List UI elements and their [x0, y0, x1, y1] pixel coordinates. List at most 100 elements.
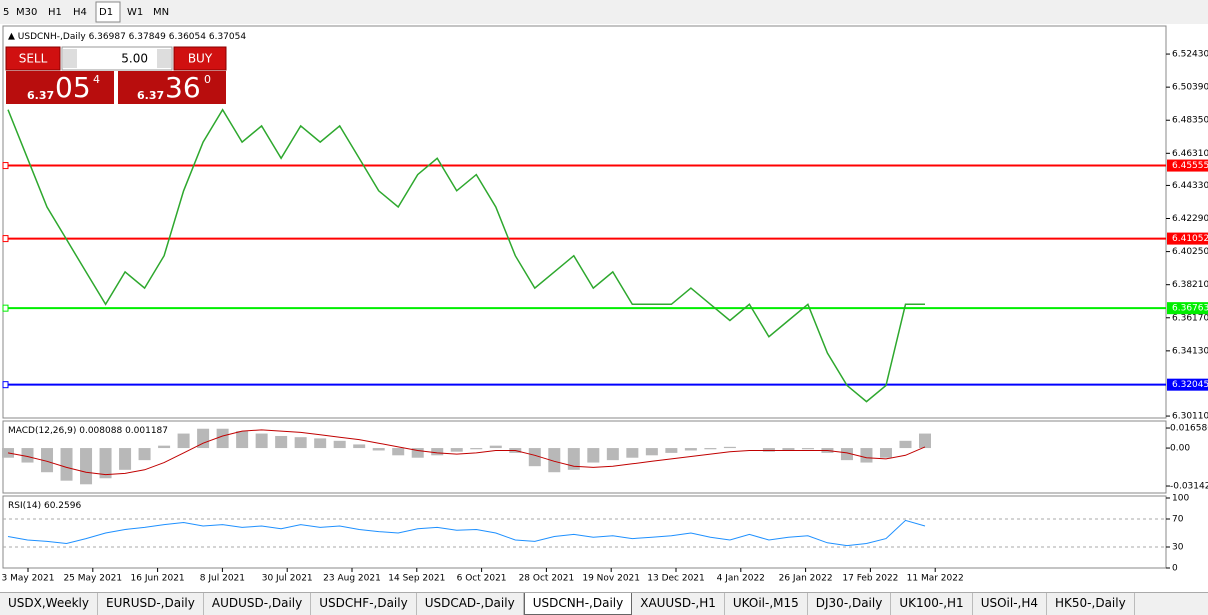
rsi-label: RSI(14) — [8, 501, 41, 511]
rsi-tick-label: 70 — [1172, 515, 1184, 525]
macd-bar — [392, 448, 405, 456]
chart-tab[interactable]: USOil-,H4 — [973, 593, 1048, 615]
date-label: 3 May 2021 — [2, 574, 55, 584]
symbol: USDCNH-,Daily — [18, 32, 87, 42]
macd-bar — [314, 438, 327, 449]
volume-down[interactable] — [63, 49, 77, 68]
timeframe-button[interactable]: H1 — [48, 7, 62, 18]
macd-bar — [704, 448, 717, 450]
macd-bar — [840, 448, 853, 461]
chart-tab[interactable]: DJ30-,Daily — [808, 593, 892, 615]
ask-box[interactable] — [118, 71, 226, 104]
chart-tab[interactable]: USDCHF-,Daily — [311, 593, 417, 615]
macd-bar — [275, 435, 288, 449]
level-handle — [2, 235, 9, 243]
volume-box[interactable] — [61, 46, 173, 71]
chart-tab[interactable]: UK100-,H1 — [891, 593, 973, 615]
date-label: 16 Jun 2021 — [131, 574, 185, 584]
macd-bar — [567, 448, 580, 470]
date-label: 30 Jul 2021 — [262, 574, 313, 584]
rsi-tick-label: 30 — [1172, 543, 1184, 553]
price-tick-label: 6.50390 — [1172, 83, 1208, 93]
chart-tab[interactable]: HK50-,Daily — [1047, 593, 1135, 615]
buy-label: BUY — [188, 52, 213, 66]
date-label: 28 Oct 2021 — [519, 574, 575, 584]
date-label: 13 Dec 2021 — [647, 574, 705, 584]
macd-bar — [489, 445, 502, 449]
macd-signal: 0.001187 — [125, 426, 168, 436]
chart-tab[interactable]: USDX,Weekly — [0, 593, 98, 615]
macd-bar — [119, 448, 132, 470]
macd-bar — [431, 448, 444, 456]
macd-bar — [450, 448, 463, 452]
macd-bar — [255, 433, 268, 449]
macd-bar — [645, 448, 658, 456]
level-label-bg — [1167, 378, 1208, 391]
macd-bar — [2, 448, 14, 458]
macd-bar — [236, 431, 249, 449]
chart-tab[interactable]: EURUSD-,Daily — [98, 593, 204, 615]
low: 6.36054 — [169, 32, 206, 42]
volume-up[interactable] — [157, 49, 171, 68]
timeframe-button[interactable]: M30 — [16, 7, 37, 18]
timeframe-button[interactable]: W1 — [127, 7, 143, 18]
chart-tabs: USDX,Weekly EURUSD-,Daily AUDUSD-,Daily USD… — [0, 592, 1208, 615]
rsi-info: RSI(14) 60.2596 — [8, 501, 81, 511]
macd-tick-label: 0.00 — [1170, 444, 1190, 454]
macd-main: 0.008088 — [79, 426, 122, 436]
date-label: 4 Jan 2022 — [717, 574, 765, 584]
bid-pips: 05 — [55, 71, 91, 104]
date-label: 17 Feb 2022 — [842, 574, 898, 584]
chart-tab[interactable]: XAUUSD-,H1 — [632, 593, 725, 615]
chart-tab[interactable]: USDCAD-,Daily — [417, 593, 524, 615]
volume: 5.00 — [121, 52, 148, 66]
level-label: 6.32045 — [1172, 380, 1208, 390]
high: 6.37849 — [129, 32, 166, 42]
macd-bar — [919, 433, 931, 449]
macd-bar — [626, 448, 639, 458]
date-label: 26 Jan 2022 — [779, 574, 833, 584]
macd-bar — [470, 448, 483, 450]
chart-tab[interactable]: USDCNH-,Daily — [523, 593, 633, 615]
ask-point: 0 — [204, 73, 211, 86]
bid-box[interactable] — [6, 71, 114, 104]
timeframe-button[interactable]: 5 — [3, 7, 9, 18]
macd-tick-label: 0.016586 — [1170, 424, 1208, 434]
level-label: 6.45555 — [1172, 161, 1208, 171]
date-label: 6 Oct 2021 — [457, 574, 507, 584]
sell-button[interactable] — [5, 46, 61, 71]
chart-tab[interactable]: AUDUSD-,Daily — [204, 593, 312, 615]
macd-bar — [333, 440, 346, 449]
timeframe-button[interactable]: H4 — [73, 7, 87, 18]
level-label-bg — [1167, 232, 1208, 245]
macd-signal-line — [7, 429, 926, 476]
close: 6.37054 — [209, 32, 246, 42]
level-handle — [2, 304, 9, 312]
price-tick-label: 6.40250 — [1172, 247, 1208, 257]
price-tick-label: 6.42290 — [1172, 214, 1208, 224]
bid-point: 4 — [93, 73, 100, 86]
ask-pips: 36 — [165, 71, 201, 104]
date-label: 11 Mar 2022 — [907, 574, 964, 584]
macd-bar — [99, 448, 112, 479]
timeframe-button[interactable]: MN — [153, 7, 169, 18]
macd-bar — [138, 448, 151, 461]
level-handle — [2, 381, 9, 389]
buy-button[interactable] — [173, 46, 227, 71]
macd-bar — [294, 437, 307, 449]
price-tick-label: 6.46310 — [1172, 149, 1208, 159]
date-label: 14 Sep 2021 — [388, 574, 445, 584]
date-label: 19 Nov 2021 — [582, 574, 640, 584]
price-tick-label: 6.36170 — [1172, 313, 1208, 323]
price-tick-label: 6.34130 — [1172, 346, 1208, 356]
active-timeframe — [95, 1, 121, 23]
macd-bar — [411, 448, 424, 458]
macd-bar — [606, 448, 619, 461]
timeframe-button[interactable]: D1 — [99, 7, 113, 18]
macd-bar — [197, 428, 210, 449]
date-label: 25 May 2021 — [63, 574, 122, 584]
macd-bar — [860, 448, 873, 463]
chart-tab[interactable]: UKOil-,M15 — [725, 593, 808, 615]
